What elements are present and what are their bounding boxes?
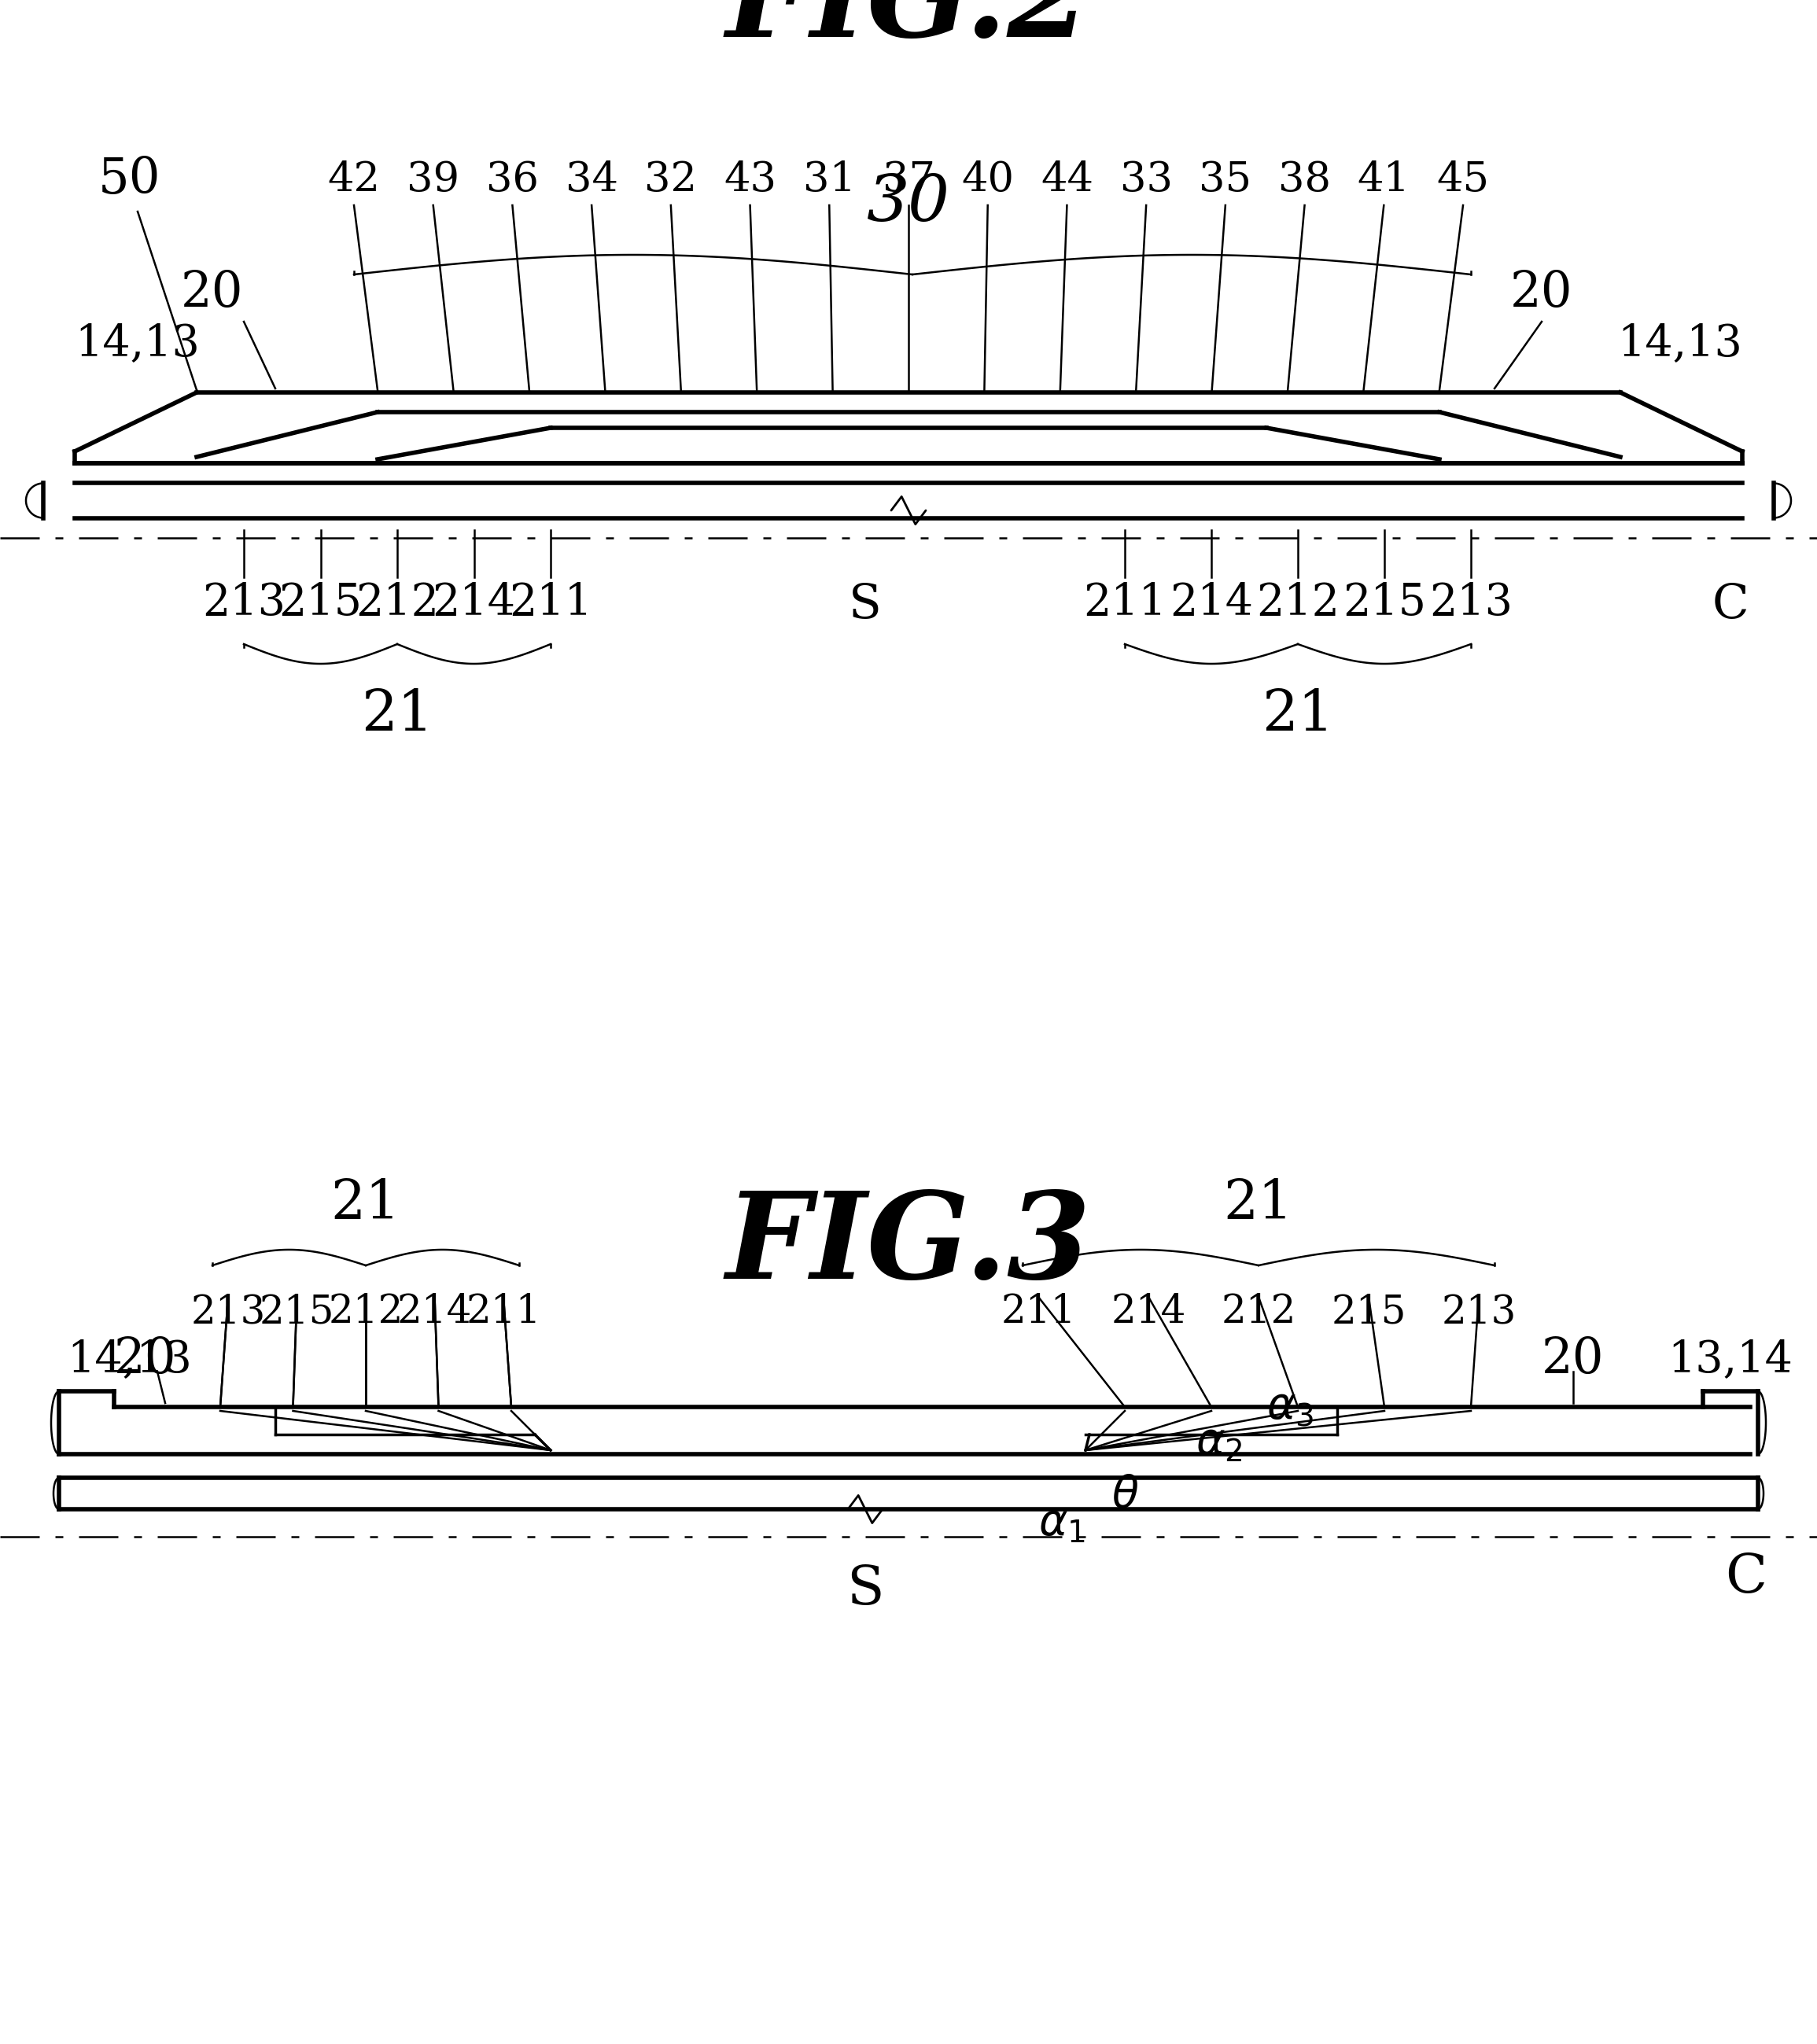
Text: 215: 215 — [1343, 580, 1426, 623]
Text: 43: 43 — [723, 159, 776, 200]
Text: 20: 20 — [114, 1337, 176, 1384]
Text: 36: 36 — [487, 159, 540, 200]
Text: 212: 212 — [1221, 1294, 1296, 1333]
Text: 50: 50 — [98, 155, 162, 204]
Text: S: S — [847, 1564, 883, 1617]
Text: 20: 20 — [1510, 270, 1574, 317]
Text: 212: 212 — [1256, 580, 1339, 623]
Text: 35: 35 — [1199, 159, 1252, 200]
Text: C: C — [1726, 1553, 1768, 1605]
Text: $\alpha_2$: $\alpha_2$ — [1196, 1421, 1243, 1464]
Text: S: S — [849, 580, 881, 628]
Text: 20: 20 — [1543, 1337, 1604, 1384]
Text: 214: 214 — [1170, 580, 1254, 623]
Text: 45: 45 — [1437, 159, 1490, 200]
Text: 14,13: 14,13 — [74, 321, 200, 366]
Text: 211: 211 — [1001, 1294, 1076, 1333]
Text: 213: 213 — [191, 1294, 265, 1333]
Text: 212: 212 — [329, 1294, 403, 1333]
Text: 44: 44 — [1041, 159, 1094, 200]
Text: 21: 21 — [1223, 1177, 1294, 1230]
Text: 214: 214 — [432, 580, 516, 623]
Text: 13,14: 13,14 — [1668, 1339, 1793, 1382]
Text: 33: 33 — [1119, 159, 1172, 200]
Text: 215: 215 — [278, 580, 362, 623]
Text: 212: 212 — [356, 580, 440, 623]
Text: 214: 214 — [1110, 1294, 1187, 1333]
Text: 38: 38 — [1277, 159, 1330, 200]
Text: 213: 213 — [202, 580, 285, 623]
Text: 213: 213 — [1441, 1294, 1515, 1333]
Text: 214: 214 — [398, 1294, 472, 1333]
Text: 20: 20 — [182, 270, 243, 317]
Text: 14,13: 14,13 — [1617, 321, 1743, 366]
Text: 37: 37 — [881, 159, 936, 200]
Text: C: C — [1712, 580, 1748, 628]
Text: 21: 21 — [362, 687, 434, 742]
Text: 30: 30 — [867, 172, 950, 235]
Text: 211: 211 — [465, 1294, 541, 1333]
Text: 21: 21 — [1261, 687, 1334, 742]
Text: 40: 40 — [961, 159, 1014, 200]
Text: 42: 42 — [327, 159, 380, 200]
Text: 32: 32 — [645, 159, 698, 200]
Text: 39: 39 — [407, 159, 460, 200]
Text: FIG.2: FIG.2 — [725, 0, 1092, 61]
Text: $\alpha_1$: $\alpha_1$ — [1038, 1502, 1085, 1545]
Text: 41: 41 — [1357, 159, 1410, 200]
Text: 21: 21 — [331, 1177, 400, 1230]
Text: 213: 213 — [1430, 580, 1512, 623]
Text: 215: 215 — [1332, 1294, 1406, 1333]
Text: 31: 31 — [803, 159, 856, 200]
Text: $\alpha_3$: $\alpha_3$ — [1266, 1386, 1314, 1429]
Text: 14,13: 14,13 — [67, 1339, 193, 1382]
Text: 34: 34 — [565, 159, 618, 200]
Text: 211: 211 — [1083, 580, 1167, 623]
Text: 211: 211 — [509, 580, 592, 623]
Text: FIG.3: FIG.3 — [725, 1188, 1092, 1304]
Text: $\theta$: $\theta$ — [1110, 1474, 1139, 1517]
Text: 215: 215 — [260, 1294, 334, 1333]
